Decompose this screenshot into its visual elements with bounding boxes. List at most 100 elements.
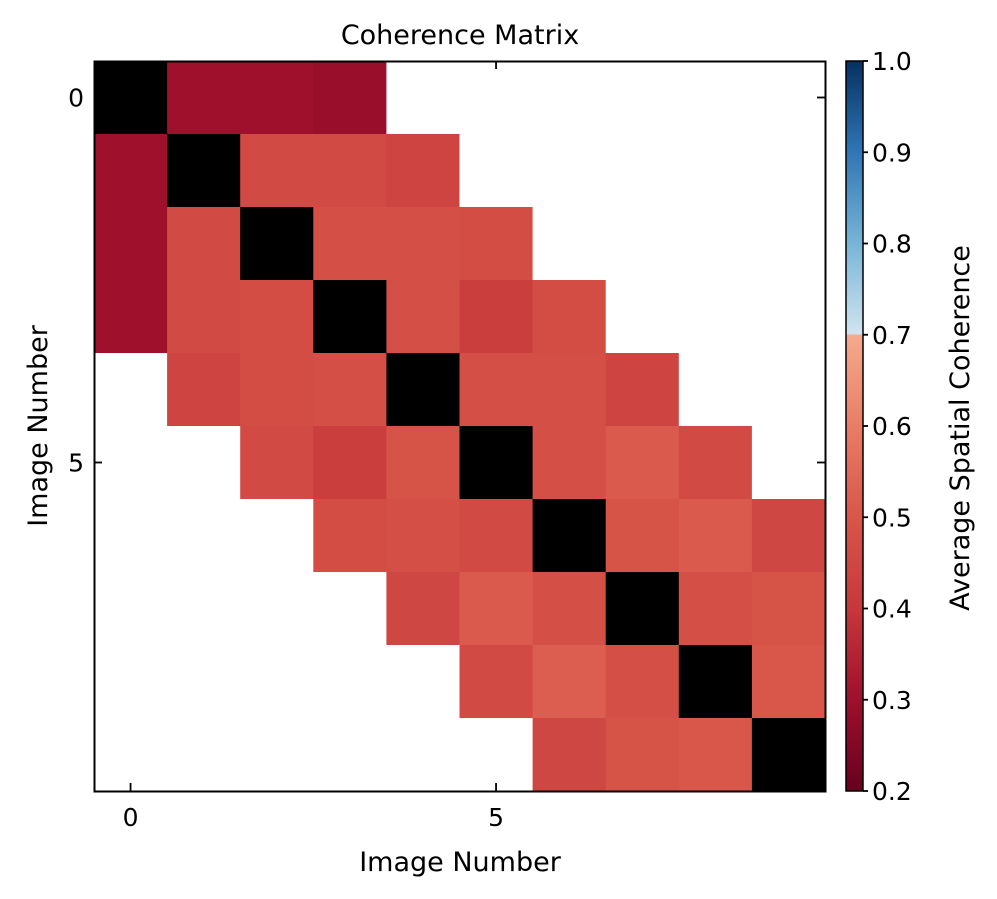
empty-cell (240, 572, 314, 646)
colorbar-tick-label: 1.0 (872, 47, 912, 76)
colorbar-tick-label: 0.7 (872, 321, 912, 350)
plot-frame (93, 60, 827, 793)
colorbar-tick-label: 0.4 (872, 595, 912, 624)
heatmap-cell (678, 426, 753, 500)
heatmap-cell (459, 353, 534, 427)
empty-cell (386, 718, 461, 792)
y-tick-label: 5 (68, 449, 84, 478)
empty-cell (605, 61, 680, 135)
heatmap-cell (678, 499, 753, 573)
empty-cell (167, 426, 241, 500)
empty-cell (678, 280, 753, 354)
heatmap-cell (605, 718, 680, 792)
diagonal-cell (532, 499, 607, 573)
heatmap-cell (751, 499, 826, 573)
colorbar-tick-label: 0.6 (872, 412, 912, 441)
empty-cell (167, 572, 241, 646)
empty-cell (240, 645, 314, 719)
diagonal-cell (94, 61, 168, 135)
empty-cell (94, 353, 168, 427)
empty-cell (386, 645, 461, 719)
empty-cell (459, 61, 534, 135)
empty-cell (94, 718, 168, 792)
heatmap-cell (459, 280, 534, 354)
heatmap-cell (678, 572, 753, 646)
heatmap-cell (751, 572, 826, 646)
empty-cell (751, 280, 826, 354)
heatmap-cell (386, 207, 461, 281)
empty-cell (678, 61, 753, 135)
heatmap-cell (313, 353, 387, 427)
heatmap-cell (386, 134, 461, 208)
diagonal-cell (459, 426, 534, 500)
heatmap-cell (678, 718, 753, 792)
diagonal-cell (240, 207, 314, 281)
colorbar (846, 61, 863, 791)
empty-cell (386, 61, 461, 135)
heatmap-cell (386, 572, 461, 646)
heatmap-cell (240, 134, 314, 208)
empty-cell (94, 499, 168, 573)
empty-cell (313, 718, 387, 792)
x-tick-label: 5 (488, 803, 504, 832)
empty-cell (167, 718, 241, 792)
empty-cell (751, 134, 826, 208)
heatmap-cell (532, 353, 607, 427)
colorbar-tick-label: 0.5 (872, 503, 912, 532)
heatmap-cell (605, 426, 680, 500)
y-axis-label: Image Number (23, 324, 54, 527)
colorbar-ticks: 0.2 0.3 0.4 0.5 0.6 0.7 0.8 0.9 1.0 (863, 47, 912, 806)
heatmap-cell (605, 353, 680, 427)
empty-cell (678, 353, 753, 427)
colorbar-tick-label: 0.8 (872, 230, 912, 259)
heatmap-cell (313, 207, 387, 281)
empty-cell (605, 207, 680, 281)
heatmap-cells (94, 61, 826, 792)
heatmap-cell (94, 280, 168, 354)
empty-cell (313, 572, 387, 646)
heatmap-cell (386, 280, 461, 354)
chart-title: Coherence Matrix (341, 20, 579, 51)
empty-cell (678, 207, 753, 281)
diagonal-cell (167, 134, 241, 208)
diagonal-cell (678, 645, 753, 719)
empty-cell (678, 134, 753, 208)
heatmap-cell (167, 61, 241, 135)
diagonal-cell (605, 572, 680, 646)
colorbar-label: Average Spatial Coherence (945, 245, 976, 611)
heatmap-cell (313, 134, 387, 208)
heatmap-cell (386, 499, 461, 573)
heatmap-cell (313, 426, 387, 500)
empty-cell (532, 61, 607, 135)
empty-cell (605, 134, 680, 208)
heatmap-cell (459, 645, 534, 719)
heatmap-cell (605, 499, 680, 573)
heatmap-cell (386, 426, 461, 500)
empty-cell (459, 718, 534, 792)
heatmap-cell (751, 645, 826, 719)
heatmap-cell (167, 353, 241, 427)
heatmap-cell (459, 572, 534, 646)
heatmap-cell (240, 61, 314, 135)
diagonal-cell (386, 353, 461, 427)
heatmap-cell (167, 280, 241, 354)
empty-cell (94, 645, 168, 719)
empty-cell (751, 353, 826, 427)
colorbar-tick-label: 0.9 (872, 138, 912, 167)
y-axis-ticks: 05 (68, 84, 825, 478)
empty-cell (751, 426, 826, 500)
empty-cell (94, 426, 168, 500)
heatmap-cell (459, 499, 534, 573)
heatmap-cell (605, 645, 680, 719)
empty-cell (240, 718, 314, 792)
heatmap-cell (532, 718, 607, 792)
heatmap-cell (94, 134, 168, 208)
heatmap-cell (313, 61, 387, 135)
colorbar-tick-label: 0.2 (872, 777, 912, 806)
heatmap-cell (240, 280, 314, 354)
heatmap-cell (532, 572, 607, 646)
empty-cell (605, 280, 680, 354)
x-tick-label: 0 (123, 803, 139, 832)
empty-cell (532, 134, 607, 208)
